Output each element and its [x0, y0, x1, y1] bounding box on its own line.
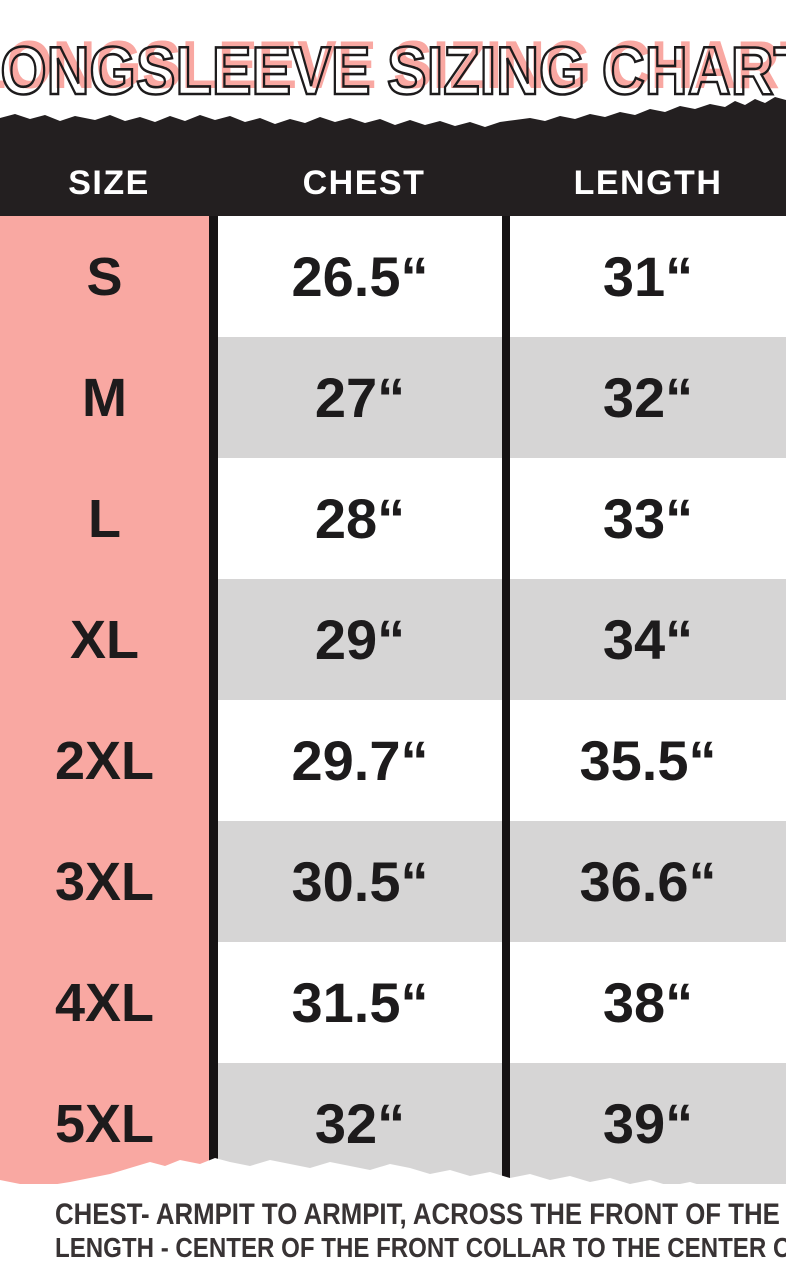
table-row: 3XL 30.5“ 36.6“ [0, 821, 786, 942]
chest-cell: 27“ [218, 337, 510, 458]
page-title-graphic: LONGSLEEVE SIZING CHART LONGSLEEVE SIZIN… [0, 27, 786, 96]
length-cell: 39“ [510, 1063, 786, 1184]
size-cell: 3XL [0, 821, 218, 942]
column-header-chest: CHEST [302, 163, 426, 202]
chest-definition: CHEST- ARMPIT TO ARMPIT, ACROSS THE FRON… [55, 1198, 786, 1231]
chest-cell: 28“ [218, 458, 510, 579]
length-cell: 33“ [510, 458, 786, 579]
torn-paper-bottom-edge [0, 1158, 786, 1216]
length-cell: 35.5“ [510, 700, 786, 821]
table-row: M 27“ 32“ [0, 337, 786, 458]
column-header-length: LENGTH [573, 163, 723, 202]
chest-cell: 26.5“ [218, 216, 510, 337]
page-title: LONGSLEEVE SIZING CHART [0, 27, 786, 96]
size-cell: 4XL [0, 942, 218, 1063]
chest-cell: 29.7“ [218, 700, 510, 821]
table-row: XL 29“ 34“ [0, 579, 786, 700]
table-row: L 28“ 33“ [0, 458, 786, 579]
column-header-size: SIZE [68, 163, 150, 202]
table-row: 4XL 31.5“ 38“ [0, 942, 786, 1063]
table-header: SIZE CHEST LENGTH [0, 150, 786, 216]
size-cell: XL [0, 579, 218, 700]
length-cell: 38“ [510, 942, 786, 1063]
length-definition: LENGTH - CENTER OF THE FRONT COLLAR TO T… [55, 1232, 786, 1263]
measurement-notes: CHEST- ARMPIT TO ARMPIT, ACROSS THE FRON… [0, 1198, 786, 1264]
torn-paper-top-edge [0, 97, 786, 150]
length-cell: 32“ [510, 337, 786, 458]
chest-cell: 31.5“ [218, 942, 510, 1063]
length-cell: 34“ [510, 579, 786, 700]
size-cell: L [0, 458, 218, 579]
size-cell: 2XL [0, 700, 218, 821]
chest-cell: 29“ [218, 579, 510, 700]
page-title-outline: LONGSLEEVE SIZING CHART [0, 33, 786, 96]
size-cell: S [0, 216, 218, 337]
size-cell: M [0, 337, 218, 458]
table-row: 2XL 29.7“ 35.5“ [0, 700, 786, 821]
length-cell: 36.6“ [510, 821, 786, 942]
chest-cell: 30.5“ [218, 821, 510, 942]
table-row: S 26.5“ 31“ [0, 216, 786, 337]
length-cell: 31“ [510, 216, 786, 337]
sizing-table-body: S 26.5“ 31“ M 27“ 32“ L 28“ 33“ XL 29“ 34“ 2XL 29.7“ 3… [0, 216, 786, 1184]
